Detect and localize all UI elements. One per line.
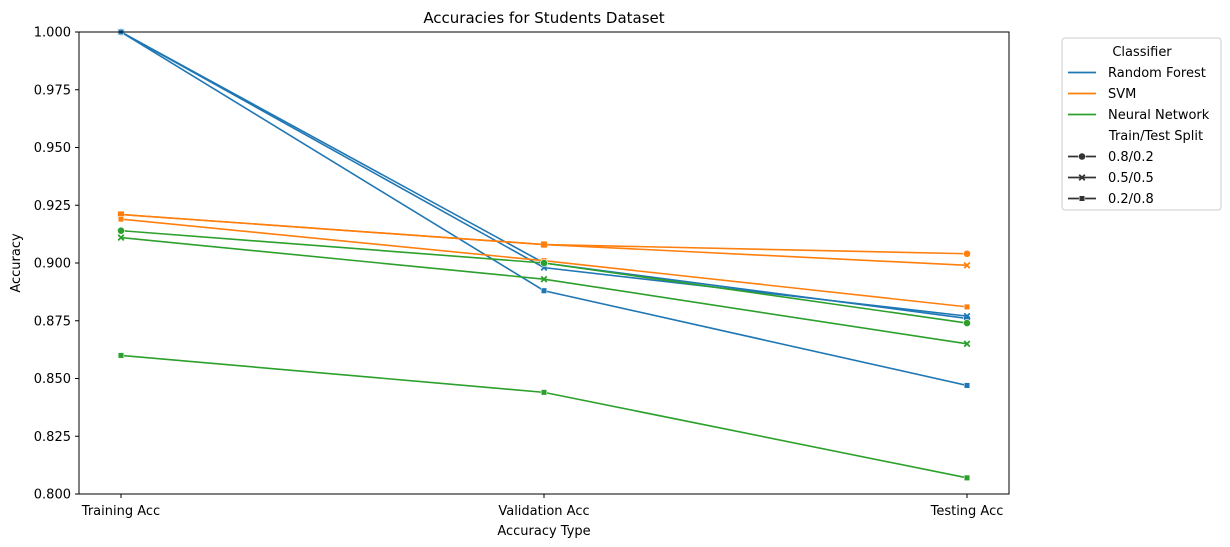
y-tick-label: 0.950 [34,141,71,156]
data-point [117,226,125,235]
x-tick-label: Validation Acc [498,504,589,519]
data-point [963,249,971,258]
legend-entry-label: 0.8/0.2 [1108,150,1154,165]
series-line [120,354,968,479]
x-tick-label: Testing Acc [930,504,1004,519]
legend-marker [1078,152,1086,161]
legend-entry-label: 0.5/0.5 [1108,171,1154,186]
series-neural-network-0208 [117,352,971,481]
data-point [540,287,548,294]
y-tick-label: 0.925 [34,199,71,214]
data-point [963,312,971,320]
data-point [540,275,548,283]
series-neural-network-0505 [117,234,971,348]
legend-entry-label: Random Forest [1108,66,1206,81]
legend-entry-label: 0.2/0.8 [1108,192,1154,207]
series-line [120,31,968,320]
legend-entry-label: SVM [1108,87,1136,102]
chart-title: Accuracies for Students Dataset [423,9,664,27]
series-neural-network-0802 [117,226,971,327]
y-axis: 0.800 0.825 0.850 0.875 0.900 0.925 0.950 0.975… [34,26,79,503]
plot-area [117,28,971,481]
y-axis-label: Accuracy [9,233,24,293]
data-point [963,382,971,389]
data-point [117,352,125,359]
series-line [120,31,968,387]
y-tick-label: 0.900 [34,257,71,272]
legend-hue-title: Classifier [1112,45,1172,60]
data-point [963,474,971,481]
legend: Classifier Random Forest SVM Neural Network… [1061,37,1222,211]
data-point [963,340,971,348]
y-tick-label: 0.825 [34,430,71,445]
x-tick-label: Training Acc [81,504,160,519]
y-tick-label: 0.800 [34,488,71,503]
legend-marker [1078,195,1086,202]
data-point [117,216,125,223]
y-tick-label: 0.875 [34,314,71,329]
legend-style-title: Train/Test Split [1108,129,1203,144]
legend-entry-label: Neural Network [1108,108,1210,123]
y-tick-label: 0.850 [34,372,71,387]
data-point [117,234,125,242]
data-point [963,319,971,327]
data-point [540,259,548,267]
legend-box [1061,37,1222,211]
data-point [540,389,548,396]
y-tick-label: 0.975 [34,83,71,98]
x-axis-label: Accuracy Type [497,524,590,539]
legend-marker [1078,174,1086,181]
data-point [963,303,971,310]
data-point [540,241,548,248]
series-line [120,31,968,317]
data-point [963,261,971,269]
series-random-forest-0505 [117,28,971,320]
y-tick-label: 1.000 [34,26,71,41]
x-axis: Training Acc Validation Acc Testing Acc [81,494,1004,519]
series-random-forest-0208 [117,28,971,389]
